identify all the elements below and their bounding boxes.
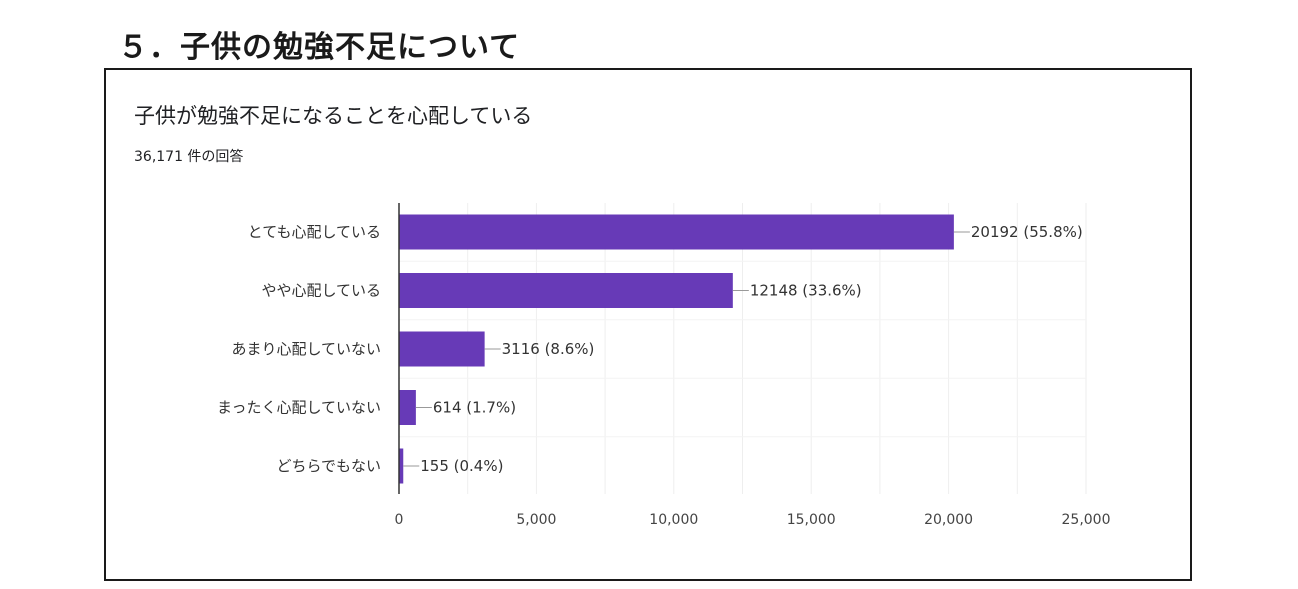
value-label: 12148 (33.6%) <box>750 282 862 300</box>
bar <box>399 214 954 250</box>
category-label: どちらでもない <box>276 457 381 475</box>
value-label: 155 (0.4%) <box>420 457 503 475</box>
bar <box>399 448 404 484</box>
value-label: 3116 (8.6%) <box>502 340 595 358</box>
category-label: まったく心配していない <box>217 399 381 417</box>
value-label: 614 (1.7%) <box>433 399 516 417</box>
category-label: とても心配している <box>248 223 381 241</box>
x-tick-label: 20,000 <box>924 512 973 528</box>
x-tick-label: 10,000 <box>649 512 698 528</box>
x-tick-label: 0 <box>395 512 404 528</box>
chart-card: 子供が勉強不足になることを心配している 36,171 件の回答 とても心配してい… <box>104 68 1192 581</box>
bar <box>399 331 485 367</box>
category-label: やや心配している <box>261 282 381 300</box>
x-tick-label: 15,000 <box>787 512 836 528</box>
bar <box>399 273 733 308</box>
category-label: あまり心配していない <box>231 340 381 358</box>
chart-title: 子供が勉強不足になることを心配している <box>134 104 533 128</box>
x-tick-label: 5,000 <box>516 512 556 528</box>
x-tick-label: 25,000 <box>1062 512 1111 528</box>
section-heading: ５．子供の勉強不足について <box>118 30 521 65</box>
value-label: 20192 (55.8%) <box>971 223 1083 241</box>
bar-chart: とても心配している 20192 (55.8%) やや心配している 12148 (33.… <box>217 203 1111 528</box>
bar <box>399 390 416 425</box>
response-count: 36,171 件の回答 <box>134 149 244 165</box>
